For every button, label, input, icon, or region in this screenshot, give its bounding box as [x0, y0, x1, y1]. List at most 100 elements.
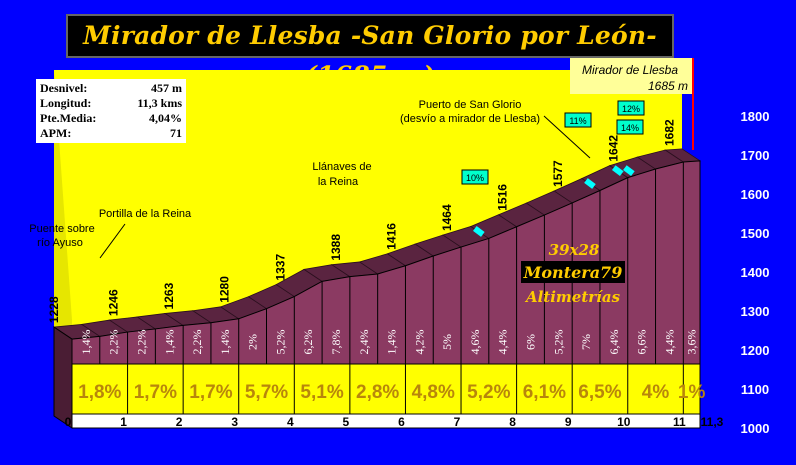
profile-left-face	[53, 326, 73, 429]
max-slope-mark	[584, 178, 596, 189]
altitude-label: 1388	[329, 234, 343, 261]
km-slope-label: 1%	[678, 382, 706, 403]
x-tick-label: 5	[343, 415, 350, 429]
km-slope-label: 4%	[642, 382, 670, 403]
y-tick-label: 1400	[741, 265, 770, 280]
x-tick-label: 8	[509, 415, 516, 429]
max-slope-tag-label: 12%	[622, 104, 640, 114]
stat-value: 457 m	[151, 81, 182, 95]
annotation-llanaves-line2: la Reina	[318, 176, 359, 188]
stat-value: 4,04%	[149, 111, 182, 125]
altitude-label: 1416	[384, 223, 398, 250]
summit-name: Mirador de Llesba	[582, 63, 678, 77]
stat-label: Pte.Media:	[40, 111, 97, 125]
credit-name-box	[521, 261, 625, 283]
half-km-slope-label: 7%	[579, 334, 593, 350]
half-km-slope-label: 2,2%	[134, 330, 148, 355]
x-tick-label: 3	[231, 415, 238, 429]
km-slope-label: 5,7%	[245, 382, 288, 403]
y-tick-label: 1600	[741, 187, 770, 202]
stat-row-desnivel: Desnivel: 457 m	[40, 81, 182, 96]
half-km-slope-label: 2,2%	[107, 330, 121, 355]
y-tick-label: 1000	[741, 421, 770, 436]
altitude-label: 1642	[607, 135, 621, 162]
km-slope-label: 4,8%	[412, 382, 455, 403]
km-slope-label: 1,8%	[78, 382, 121, 403]
stat-row-apm: APM: 71	[40, 126, 182, 141]
max-slope-tag-label: 14%	[621, 123, 639, 133]
altitude-label: 1246	[107, 289, 121, 316]
x-tick-label: 2	[176, 415, 183, 429]
half-km-slope-label: 1,4%	[79, 330, 93, 355]
stat-label: Longitud:	[40, 96, 92, 110]
stats-box: Desnivel: 457 m Longitud: 11,3 kms Pte.Med…	[36, 79, 186, 143]
half-km-slope-label: 4,4%	[496, 330, 510, 355]
altitude-label: 1337	[273, 254, 287, 281]
half-km-slope-label: 5,2%	[273, 330, 287, 355]
x-tick-label: 0	[65, 415, 72, 429]
half-km-slope-label: 3,6%	[685, 330, 699, 355]
km-slope-label: 6,5%	[578, 382, 621, 403]
altitude-label: 1280	[218, 276, 232, 303]
half-km-slope-label: 7,8%	[329, 330, 343, 355]
max-slope-tag	[461, 169, 489, 185]
annotation-san-glorio-line2: (desvío a mirador de Llesba)	[400, 113, 540, 125]
half-km-slope-label: 2,2%	[190, 330, 204, 355]
stat-value: 11,3 kms	[137, 96, 182, 110]
y-tick-label: 1200	[741, 343, 770, 358]
annotation-puente-line1: Puente sobre	[29, 223, 94, 235]
stat-row-pendiente: Pte.Media: 4,04%	[40, 111, 182, 126]
km-slope-label: 1,7%	[189, 382, 232, 403]
half-km-slope-label: 5%	[440, 334, 454, 350]
max-slope-tag	[616, 119, 644, 135]
y-tick-label: 1700	[741, 148, 770, 163]
x-tick-label: 10	[617, 415, 631, 429]
annotation-puente-line2: río Ayuso	[37, 237, 83, 249]
half-km-slope-label: 1,4%	[385, 330, 399, 355]
half-km-slope-label: 1,4%	[162, 330, 176, 355]
half-km-slope-label: 2,4%	[357, 330, 371, 355]
max-slope-tag	[617, 100, 645, 116]
max-slope-tag	[564, 112, 592, 128]
half-km-slope-label: 4,2%	[412, 330, 426, 355]
credit-author: Montera79	[523, 263, 623, 282]
x-tick-label: 4	[287, 415, 294, 429]
half-km-slope-label: 6,6%	[635, 330, 649, 355]
x-tick-label: 1	[120, 415, 127, 429]
x-tick-label: 11,3	[701, 415, 724, 429]
max-slope-tag-label: 11%	[569, 116, 586, 126]
half-km-slope-label: 5,2%	[551, 330, 565, 355]
altitude-label: 1516	[496, 184, 510, 211]
max-slope-mark	[623, 165, 635, 177]
stat-label: APM:	[40, 126, 72, 140]
km-slope-label: 6,1%	[523, 382, 566, 403]
x-tick-label: 9	[565, 415, 572, 429]
half-km-slope-label: 1,4%	[218, 330, 232, 355]
altitude-label: 1263	[162, 282, 176, 309]
half-km-slope-label: 2%	[246, 334, 260, 350]
half-km-slope-label: 6,4%	[607, 330, 621, 355]
annotation-portilla: Portilla de la Reina	[99, 208, 192, 220]
km-slope-label: 1,7%	[134, 382, 177, 403]
y-tick-label: 1500	[741, 226, 770, 241]
summit-label-box	[570, 58, 692, 94]
km-slope-band	[71, 363, 701, 415]
km-axis-strip	[71, 413, 701, 429]
credit-site: Altimetrías	[524, 288, 621, 306]
max-slope-tag-label: 10%	[466, 173, 484, 183]
y-tick-label: 1300	[741, 304, 770, 319]
y-tick-label: 1100	[741, 382, 769, 397]
km-slope-label: 2,8%	[356, 382, 399, 403]
annotation-san-glorio-line1: Puerto de San Glorio	[419, 99, 522, 111]
stat-value: 71	[170, 126, 182, 140]
x-tick-label: 6	[398, 415, 405, 429]
max-slope-mark	[473, 226, 485, 237]
summit-altitude: 1685 m	[648, 79, 688, 93]
annotation-san-glorio-leader	[543, 115, 591, 159]
half-km-slope-label: 4,6%	[468, 330, 482, 355]
stat-label: Desnivel:	[40, 81, 88, 95]
credit-size: 39x28	[549, 241, 600, 259]
altitude-label: 1577	[551, 160, 565, 187]
annotation-llanaves-line1: Llánaves de	[312, 161, 371, 173]
